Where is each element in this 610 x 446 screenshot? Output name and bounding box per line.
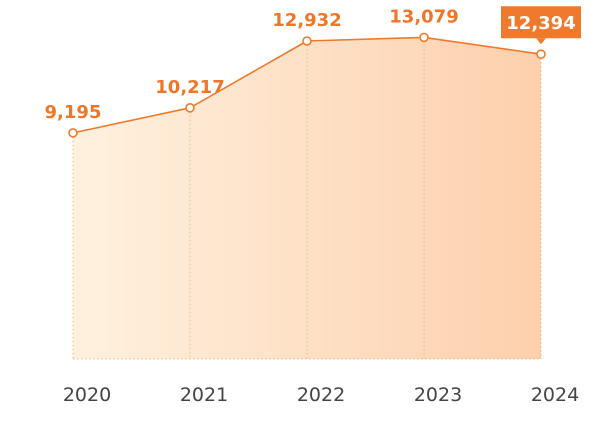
data-point-2024 [536, 49, 546, 60]
data-point-2022 [302, 36, 312, 46]
label-layer: 9,195 10,217 12,932 13,079 12,394 [45, 6, 581, 123]
data-label-2024: 12,394 [506, 13, 575, 34]
data-label-2023: 13,079 [389, 6, 458, 27]
data-point-2021 [185, 103, 195, 113]
marker-layer [68, 32, 546, 138]
callout-pointer [536, 38, 546, 45]
x-tick-2021: 2021 [180, 384, 228, 406]
data-label-2021: 10,217 [155, 77, 224, 98]
x-axis-tick-labels: 2020 2021 2022 2023 2024 [63, 384, 579, 406]
x-tick-2023: 2023 [414, 384, 462, 406]
callout-box [501, 6, 581, 39]
callout-2024: 12,394 [501, 6, 581, 45]
data-label-2020: 9,195 [45, 102, 102, 123]
guide-layer [72, 37, 542, 360]
x-tick-2020: 2020 [63, 384, 111, 406]
x-tick-2024: 2024 [531, 384, 579, 406]
x-tick-2022: 2022 [297, 384, 345, 406]
data-label-2022: 12,932 [272, 10, 341, 31]
data-point-2020 [68, 128, 78, 138]
data-point-2023 [419, 32, 429, 43]
